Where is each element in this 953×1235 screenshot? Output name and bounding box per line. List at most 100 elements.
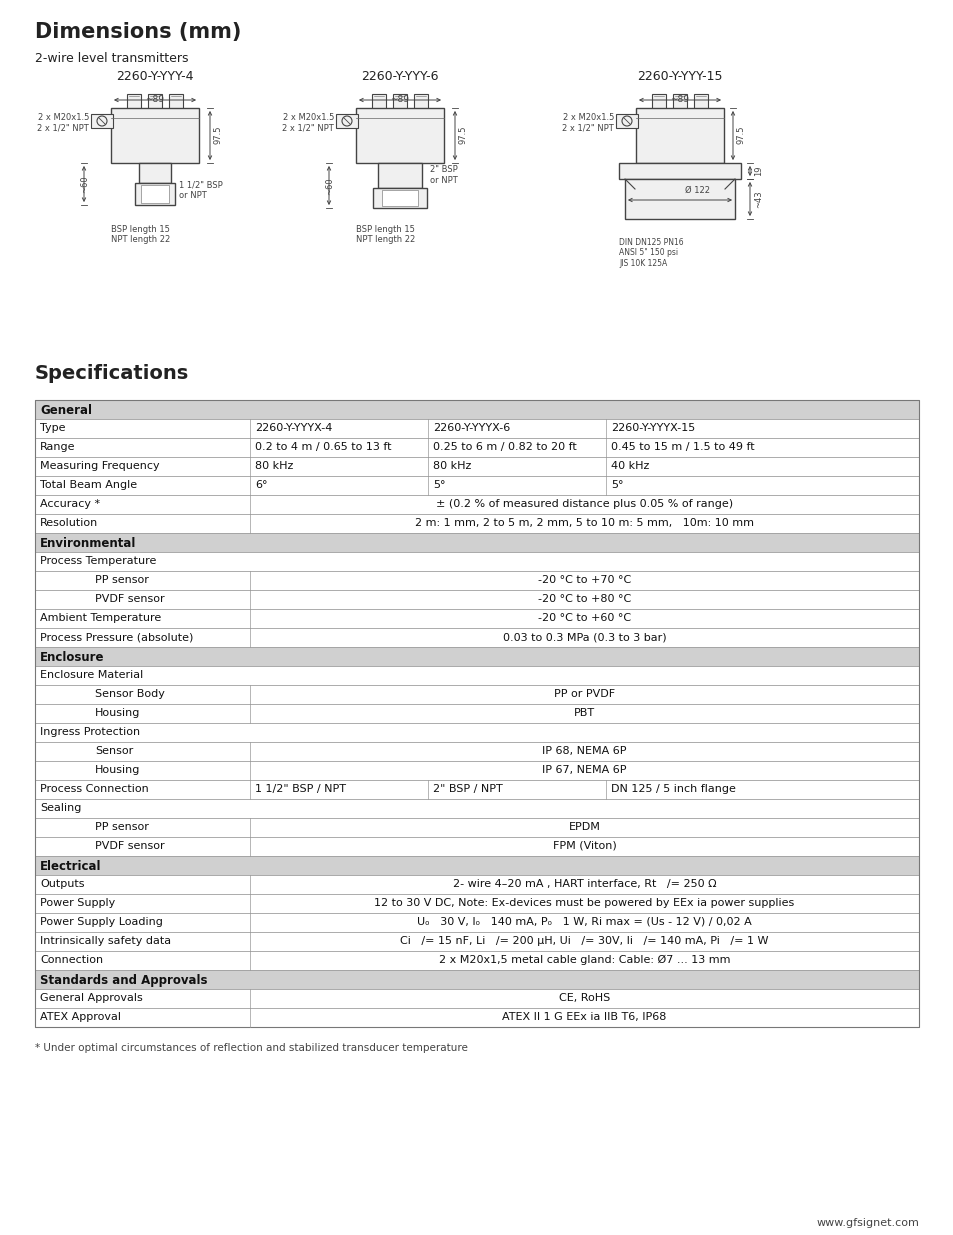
- Text: 2 x M20x1.5: 2 x M20x1.5: [282, 114, 334, 122]
- Text: 2 x 1/2" NPT: 2 x 1/2" NPT: [37, 124, 89, 132]
- Text: Uₒ   30 V, Iₒ   140 mA, Pₒ   1 W, Ri max = (Us - 12 V) / 0,02 A: Uₒ 30 V, Iₒ 140 mA, Pₒ 1 W, Ri max = (Us…: [416, 918, 751, 927]
- Bar: [35, 552, 918, 571]
- Bar: [35, 781, 918, 799]
- Text: DIN DN125 PN16
ANSI 5" 150 psi
JIS 10K 125A: DIN DN125 PN16 ANSI 5" 150 psi JIS 10K 1…: [618, 238, 683, 268]
- Bar: [135, 183, 174, 205]
- Text: Accuracy *: Accuracy *: [40, 499, 100, 509]
- Bar: [35, 419, 918, 438]
- Text: 2 x 1/2" NPT: 2 x 1/2" NPT: [561, 124, 614, 132]
- Text: ATEX Approval: ATEX Approval: [40, 1011, 121, 1023]
- Bar: [35, 876, 918, 894]
- Text: 40 kHz: 40 kHz: [610, 461, 649, 471]
- Text: Ø 122: Ø 122: [684, 186, 709, 195]
- Bar: [35, 438, 918, 457]
- Bar: [35, 722, 918, 742]
- Text: ~43: ~43: [753, 190, 762, 207]
- Text: IP 67, NEMA 6P: IP 67, NEMA 6P: [541, 764, 626, 776]
- Text: 2 x M20x1.5: 2 x M20x1.5: [562, 114, 614, 122]
- Text: Total Beam Angle: Total Beam Angle: [40, 480, 137, 490]
- Text: 2 x M20x1.5: 2 x M20x1.5: [37, 114, 89, 122]
- Text: 80 kHz: 80 kHz: [254, 461, 294, 471]
- Bar: [35, 818, 918, 837]
- Bar: [35, 969, 918, 989]
- Text: Power Supply: Power Supply: [40, 898, 115, 908]
- Text: PP sensor: PP sensor: [95, 576, 149, 585]
- Text: 0.25 to 6 m / 0.82 to 20 ft: 0.25 to 6 m / 0.82 to 20 ft: [433, 442, 577, 452]
- Text: Process Connection: Process Connection: [40, 784, 149, 794]
- Bar: [91, 114, 112, 128]
- Text: General: General: [40, 404, 91, 417]
- Text: ~60: ~60: [80, 175, 89, 193]
- Text: 5°: 5°: [610, 480, 623, 490]
- Bar: [335, 114, 357, 128]
- Text: 12 to 30 V DC, Note: Ex-devices must be powered by EEx ia power supplies: 12 to 30 V DC, Note: Ex-devices must be …: [374, 898, 794, 908]
- Bar: [651, 94, 665, 110]
- Text: Housing: Housing: [95, 708, 140, 718]
- Text: 2- wire 4–20 mA , HART interface, Rt   /= 250 Ω: 2- wire 4–20 mA , HART interface, Rt /= …: [453, 879, 716, 889]
- Bar: [672, 94, 686, 110]
- Bar: [377, 163, 421, 188]
- Bar: [618, 163, 740, 179]
- Text: Measuring Frequency: Measuring Frequency: [40, 461, 159, 471]
- Text: Standards and Approvals: Standards and Approvals: [40, 974, 208, 987]
- Text: Type: Type: [40, 424, 66, 433]
- Text: ~89: ~89: [670, 95, 689, 104]
- Bar: [381, 190, 417, 206]
- Text: PVDF sensor: PVDF sensor: [95, 594, 165, 604]
- Bar: [372, 94, 386, 110]
- Text: 2-wire level transmitters: 2-wire level transmitters: [35, 52, 189, 65]
- Bar: [35, 514, 918, 534]
- Text: Specifications: Specifications: [35, 364, 189, 383]
- Text: 0.45 to 15 m / 1.5 to 49 ft: 0.45 to 15 m / 1.5 to 49 ft: [610, 442, 754, 452]
- Bar: [355, 107, 443, 163]
- Bar: [35, 666, 918, 685]
- Text: Resolution: Resolution: [40, 517, 98, 529]
- Bar: [35, 609, 918, 629]
- Text: PP or PVDF: PP or PVDF: [554, 689, 615, 699]
- Bar: [624, 179, 734, 219]
- Text: PVDF sensor: PVDF sensor: [95, 841, 165, 851]
- Bar: [414, 94, 428, 110]
- Bar: [35, 534, 918, 552]
- Bar: [636, 107, 723, 163]
- Text: 1 1/2" BSP / NPT: 1 1/2" BSP / NPT: [254, 784, 346, 794]
- Text: 2 m: 1 mm, 2 to 5 m, 2 mm, 5 to 10 m: 5 mm,   10m: 10 mm: 2 m: 1 mm, 2 to 5 m, 2 mm, 5 to 10 m: 5 …: [415, 517, 753, 529]
- Bar: [35, 742, 918, 761]
- Text: ~89: ~89: [146, 95, 164, 104]
- Text: 2260-Y-YYYX-6: 2260-Y-YYYX-6: [433, 424, 510, 433]
- Text: General Approvals: General Approvals: [40, 993, 143, 1003]
- Text: FPM (Viton): FPM (Viton): [552, 841, 616, 851]
- Bar: [35, 400, 918, 1028]
- Bar: [373, 188, 427, 207]
- Text: Enclosure: Enclosure: [40, 651, 105, 664]
- Text: 0.03 to 0.3 MPa (0.3 to 3 bar): 0.03 to 0.3 MPa (0.3 to 3 bar): [502, 632, 665, 642]
- Text: -20 °C to +70 °C: -20 °C to +70 °C: [537, 576, 631, 585]
- Text: BSP length 15
NPT length 22: BSP length 15 NPT length 22: [111, 225, 170, 245]
- Bar: [35, 837, 918, 856]
- Text: ATEX II 1 G EEx ia IIB T6, IP68: ATEX II 1 G EEx ia IIB T6, IP68: [502, 1011, 666, 1023]
- Text: 0.2 to 4 m / 0.65 to 13 ft: 0.2 to 4 m / 0.65 to 13 ft: [254, 442, 391, 452]
- Text: IP 68, NEMA 6P: IP 68, NEMA 6P: [541, 746, 626, 756]
- Text: 6°: 6°: [254, 480, 267, 490]
- Text: Process Temperature: Process Temperature: [40, 556, 156, 566]
- Text: 2260-Y-YYY-6: 2260-Y-YYY-6: [361, 70, 438, 83]
- Bar: [35, 495, 918, 514]
- Text: 19: 19: [753, 165, 762, 177]
- Bar: [35, 571, 918, 590]
- Text: Intrinsically safety data: Intrinsically safety data: [40, 936, 171, 946]
- Text: EPDM: EPDM: [568, 823, 599, 832]
- Bar: [35, 629, 918, 647]
- Bar: [616, 114, 638, 128]
- Bar: [35, 457, 918, 475]
- Text: 2 x 1/2" NPT: 2 x 1/2" NPT: [282, 124, 334, 132]
- Bar: [35, 761, 918, 781]
- Text: Electrical: Electrical: [40, 860, 101, 873]
- Text: -20 °C to +60 °C: -20 °C to +60 °C: [537, 613, 630, 622]
- Text: 2 x M20x1,5 metal cable gland: Cable: Ø7 ... 13 mm: 2 x M20x1,5 metal cable gland: Cable: Ø7…: [438, 955, 729, 966]
- Text: ± (0.2 % of measured distance plus 0.05 % of range): ± (0.2 % of measured distance plus 0.05 …: [436, 499, 732, 509]
- Text: Ambient Temperature: Ambient Temperature: [40, 613, 161, 622]
- Text: www.gfsignet.com: www.gfsignet.com: [815, 1218, 918, 1228]
- Bar: [35, 1008, 918, 1028]
- Text: Sealing: Sealing: [40, 803, 81, 813]
- Text: 97.5: 97.5: [213, 126, 223, 144]
